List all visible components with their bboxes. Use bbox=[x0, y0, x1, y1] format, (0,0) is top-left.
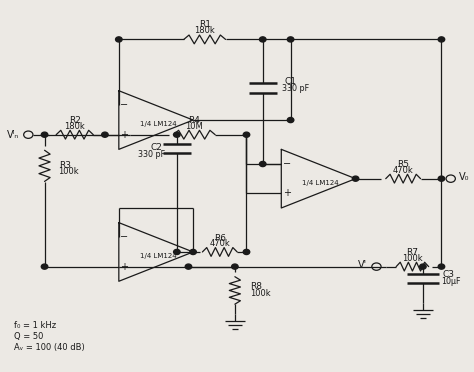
Text: 100k: 100k bbox=[250, 289, 271, 298]
Circle shape bbox=[116, 37, 122, 42]
Text: 1/4 LM124: 1/4 LM124 bbox=[140, 121, 177, 128]
Text: 100k: 100k bbox=[402, 254, 423, 263]
Circle shape bbox=[287, 118, 294, 123]
Circle shape bbox=[190, 249, 196, 254]
Circle shape bbox=[232, 264, 238, 269]
Circle shape bbox=[438, 176, 445, 181]
Text: 100k: 100k bbox=[58, 167, 79, 176]
Text: Vᴵₙ: Vᴵₙ bbox=[7, 130, 19, 140]
Text: +: + bbox=[283, 188, 291, 198]
Text: R5: R5 bbox=[397, 160, 409, 169]
Text: Q = 50: Q = 50 bbox=[14, 332, 44, 341]
Text: +: + bbox=[120, 130, 128, 140]
Text: f₀ = 1 kHz: f₀ = 1 kHz bbox=[14, 321, 56, 330]
Circle shape bbox=[438, 264, 445, 269]
Circle shape bbox=[173, 249, 180, 254]
Text: 470k: 470k bbox=[393, 166, 413, 175]
Circle shape bbox=[101, 132, 108, 137]
Text: 10M: 10M bbox=[185, 122, 203, 131]
Text: R4: R4 bbox=[188, 116, 200, 125]
Text: −: − bbox=[120, 100, 128, 110]
Text: 180k: 180k bbox=[194, 26, 215, 35]
Text: 1/4 LM124: 1/4 LM124 bbox=[140, 253, 177, 259]
Text: 10μF: 10μF bbox=[441, 277, 460, 286]
Circle shape bbox=[185, 264, 191, 269]
Text: R7: R7 bbox=[406, 248, 419, 257]
Text: R6: R6 bbox=[214, 234, 226, 243]
Text: R8: R8 bbox=[250, 282, 262, 291]
Text: 470k: 470k bbox=[210, 240, 230, 248]
Text: C2: C2 bbox=[150, 143, 162, 152]
Text: −: − bbox=[120, 232, 128, 242]
Text: R2: R2 bbox=[69, 116, 81, 125]
Circle shape bbox=[352, 176, 359, 181]
Text: R1: R1 bbox=[199, 20, 211, 29]
Text: −: − bbox=[283, 159, 291, 169]
Circle shape bbox=[173, 132, 180, 137]
Text: V': V' bbox=[358, 260, 367, 270]
Text: +: + bbox=[120, 262, 128, 272]
Circle shape bbox=[287, 37, 294, 42]
Circle shape bbox=[419, 264, 426, 269]
Circle shape bbox=[243, 249, 250, 254]
Circle shape bbox=[438, 37, 445, 42]
Circle shape bbox=[243, 132, 250, 137]
Text: R3: R3 bbox=[59, 161, 72, 170]
Text: 330 pF: 330 pF bbox=[282, 84, 309, 93]
Text: C1: C1 bbox=[284, 77, 297, 86]
Text: 1/4 LM124: 1/4 LM124 bbox=[302, 180, 339, 186]
Circle shape bbox=[41, 264, 48, 269]
Circle shape bbox=[41, 132, 48, 137]
Text: 180k: 180k bbox=[64, 122, 85, 131]
Circle shape bbox=[259, 161, 266, 167]
Circle shape bbox=[259, 37, 266, 42]
Text: Aᵥ = 100 (40 dB): Aᵥ = 100 (40 dB) bbox=[14, 343, 85, 352]
Text: V₀: V₀ bbox=[459, 172, 470, 182]
Text: C3: C3 bbox=[442, 270, 455, 279]
Text: 330 pF: 330 pF bbox=[138, 150, 165, 159]
